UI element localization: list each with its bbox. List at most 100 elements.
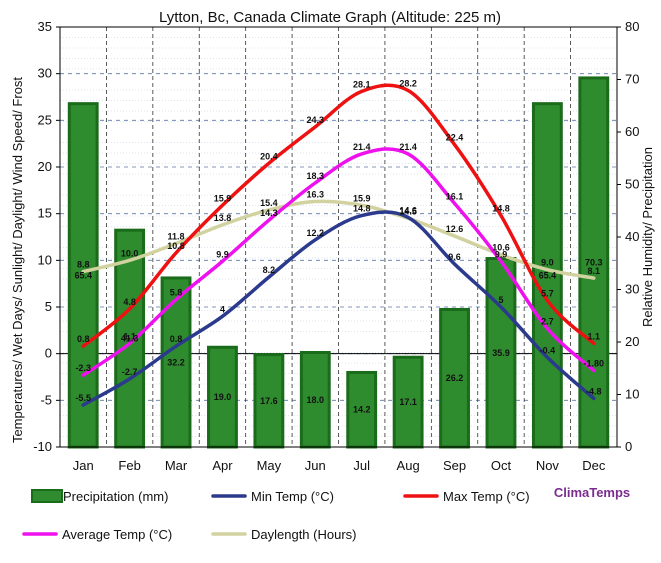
x-tick-label: Jul	[353, 458, 370, 473]
precipitation-bar	[346, 370, 378, 449]
precipitation-bar	[439, 307, 470, 449]
average-temp-label: -2.3	[75, 363, 91, 373]
min-temp-label: 12.2	[307, 228, 325, 238]
y-left-tick-label: 0	[45, 346, 52, 361]
y-right-tick-label: 60	[625, 124, 639, 139]
average-temp-label: 9.9	[495, 249, 508, 259]
average-temp-label: 21.4	[399, 142, 417, 152]
daylength-label: 15.9	[353, 193, 371, 203]
legend-average-temp-label: Average Temp (°C)	[62, 527, 172, 542]
average-temp-label: 9.9	[216, 249, 229, 259]
average-temp-label: 14.3	[260, 208, 278, 218]
min-temp-label: 4	[220, 304, 225, 314]
y-right-tick-label: 40	[625, 229, 639, 244]
daylength-label: 10.6	[492, 243, 510, 253]
precipitation-label: 65.4	[539, 270, 557, 280]
max-temp-label: 5.7	[541, 288, 554, 298]
axes: -10 -5 0 5 10 15 20 25 30 35 0 10 20 30 40 50 60 70 80 Jan F…	[33, 19, 639, 473]
y-left-tick-label: 30	[38, 66, 52, 81]
precipitation-label: 14.2	[353, 405, 371, 415]
y-left-tick-label: 20	[38, 159, 52, 174]
x-tick-label: Apr	[212, 458, 233, 473]
precipitation-bars	[67, 76, 610, 449]
daylength-label: 14.5	[399, 206, 417, 216]
max-temp-label: 0.8	[77, 334, 90, 344]
average-temp-label: 21.4	[353, 142, 371, 152]
x-tick-label: Jun	[305, 458, 326, 473]
daylength-label: 15.4	[260, 198, 278, 208]
average-temp-label: 16.1	[446, 191, 464, 201]
daylength-label: 8.8	[77, 260, 90, 270]
x-tick-label: Dec	[582, 458, 606, 473]
legend-max-temp-label: Max Temp (°C)	[443, 489, 530, 504]
max-temp-label: 10.8	[167, 241, 185, 251]
precipitation-label: 35.9	[492, 348, 510, 358]
min-temp-label: -5.5	[75, 393, 91, 403]
precipitation-label: 18.0	[307, 395, 325, 405]
y-left-tick-label: 35	[38, 19, 52, 34]
legend: Precipitation (mm) Min Temp (°C) Max Temp …	[22, 485, 630, 542]
precipitation-label: 17.1	[399, 397, 417, 407]
max-temp-label: 24.3	[307, 115, 325, 125]
min-temp-label: 14.8	[353, 204, 371, 214]
x-tick-label: May	[257, 458, 282, 473]
y-right-tick-label: 50	[625, 177, 639, 192]
precipitation-label: 41.3	[121, 334, 139, 344]
daylength-label: 8.1	[588, 266, 601, 276]
daylength-label: 9.0	[541, 258, 554, 268]
precipitation-label: 32.2	[167, 357, 185, 367]
y-right-tick-label: 80	[625, 19, 639, 34]
precipitation-label: 17.6	[260, 396, 278, 406]
y-left-tick-label: 15	[38, 206, 52, 221]
max-temp-label: 1.1	[588, 331, 601, 341]
daylength-line	[81, 199, 596, 280]
y-left-axis-title: Temperatures/ Wet Days/ Sunlight/ Daylig…	[10, 77, 25, 443]
max-temp-label: 14.8	[492, 204, 510, 214]
max-temp-label: 20.4	[260, 151, 278, 161]
daylength-label: 16.3	[307, 190, 325, 200]
x-tick-label: Aug	[397, 458, 420, 473]
min-temp-label: 0.8	[170, 334, 183, 344]
average-temp-label: 18.3	[307, 171, 325, 181]
y-right-tick-label: 70	[625, 72, 639, 87]
min-temp-label: -2.7	[122, 367, 138, 377]
legend-precipitation-swatch	[31, 489, 63, 503]
max-temp-label: 15.9	[214, 193, 232, 203]
grid-layer	[60, 27, 617, 447]
daylength-label: 11.8	[168, 232, 185, 242]
y-right-axis-title: Relative Humidity/ Precipitation	[640, 147, 655, 327]
x-tick-label: Mar	[165, 458, 188, 473]
max-temp-label: 22.4	[446, 133, 464, 143]
chart-title: Lytton, Bc, Canada Climate Graph (Altitu…	[159, 9, 501, 26]
y-left-tick-label: -10	[33, 439, 52, 454]
average-temp-label: 1.1	[123, 331, 136, 341]
precipitation-label: 65.4	[74, 270, 92, 280]
y-right-tick-label: 30	[625, 282, 639, 297]
average-temp-label: -1.80	[584, 358, 605, 368]
daylength-label: 13.8	[214, 213, 232, 223]
max-temp-line	[81, 83, 596, 348]
y-left-tick-label: 10	[38, 252, 52, 267]
y-right-tick-label: 20	[625, 334, 639, 349]
precipitation-bar	[299, 351, 331, 449]
min-temp-label: 5	[498, 295, 503, 305]
x-tick-label: Jan	[73, 458, 94, 473]
x-tick-label: Oct	[491, 458, 512, 473]
daylength-label: 10.0	[121, 248, 139, 258]
daylength-label: 12.6	[446, 224, 464, 234]
average-temp-line	[81, 147, 596, 377]
min-temp-label: -4.8	[586, 386, 602, 396]
legend-precipitation-label: Precipitation (mm)	[63, 489, 168, 504]
y-right-tick-label: 10	[625, 387, 639, 402]
average-temp-label: 5.8	[170, 288, 183, 298]
x-tick-label: Nov	[536, 458, 560, 473]
x-tick-label: Sep	[443, 458, 466, 473]
y-left-tick-label: 25	[38, 112, 52, 127]
average-temp-label: 2.7	[541, 316, 554, 326]
max-temp-label: 4.8	[123, 297, 136, 307]
y-left-tick-label: -5	[40, 392, 52, 407]
min-temp-label: 9.6	[448, 252, 461, 262]
max-temp-label: 28.2	[399, 78, 417, 88]
